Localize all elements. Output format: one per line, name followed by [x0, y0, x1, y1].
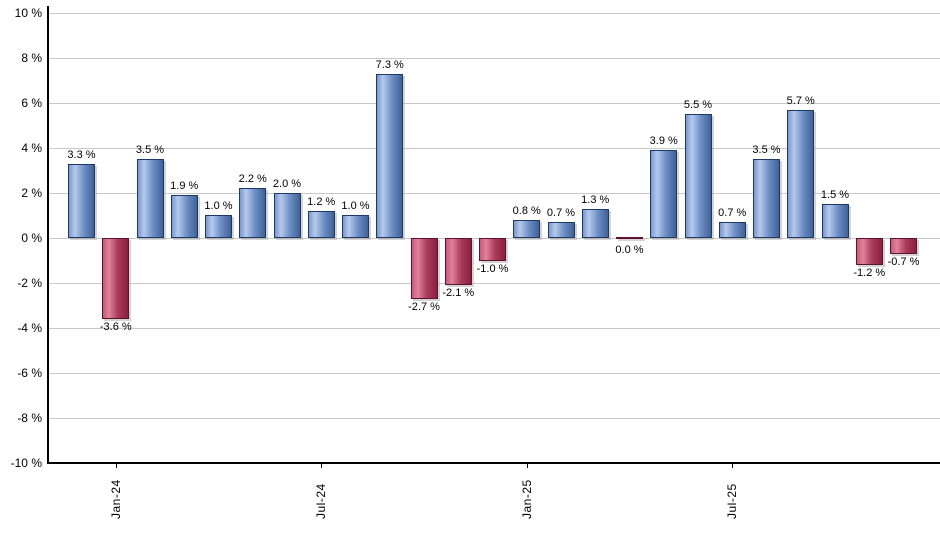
bar-value-label: -2.1 % — [442, 287, 475, 299]
bar — [581, 209, 609, 238]
gridline — [48, 328, 940, 329]
bar-value-label: 3.5 % — [135, 144, 165, 156]
bar-value-label: 5.5 % — [683, 99, 713, 111]
bar-value-label: 1.5 % — [820, 189, 850, 201]
bar-value-label: 5.7 % — [786, 95, 815, 107]
y-axis-label: 10 % — [14, 6, 42, 20]
bar — [307, 211, 335, 238]
bar — [342, 215, 369, 238]
bar-value-label: -0.7 % — [887, 256, 920, 268]
plot-area: 3.3 % -3.6 % 3.5 % 1.9 % 1.0 % 2.2 % 2.0 % 1.2 … — [48, 13, 940, 468]
bar-value-label: 1.9 % — [170, 180, 199, 192]
y-axis-label: -4 % — [17, 321, 42, 335]
bar-value-label: 7.3 % — [375, 59, 404, 71]
bar — [855, 238, 883, 265]
bar — [718, 222, 746, 238]
bar — [410, 238, 438, 299]
bar — [650, 150, 678, 238]
bar — [753, 159, 780, 238]
y-axis-label: -10 % — [10, 456, 42, 470]
y-axis-label: 0 % — [21, 231, 42, 245]
bar-value-label: 2.0 % — [272, 178, 302, 190]
bar — [68, 164, 95, 238]
bar — [547, 222, 575, 238]
bar-value-label: -3.6 % — [99, 321, 132, 333]
bar-value-label: 1.3 % — [581, 194, 610, 206]
bar-value-label: 0.7 % — [546, 207, 576, 219]
bar — [376, 74, 404, 238]
bar-value-label: 0.0 % — [615, 244, 644, 256]
bar — [136, 159, 164, 238]
y-axis-label: 8 % — [21, 51, 42, 65]
bar — [273, 193, 301, 238]
gridline — [48, 58, 940, 59]
x-axis-tick — [732, 463, 734, 468]
bar — [890, 238, 917, 254]
bar — [513, 220, 541, 238]
bar — [479, 238, 506, 261]
bar-value-label: 0.7 % — [718, 207, 747, 219]
x-axis-label: Jul-24 — [314, 483, 329, 519]
bar — [787, 110, 815, 238]
bar-value-label: 0.8 % — [512, 205, 541, 217]
gridline — [48, 418, 940, 419]
gridline — [48, 373, 940, 374]
gridline — [48, 193, 940, 194]
bar-value-label: 1.0 % — [341, 200, 370, 212]
bar — [205, 215, 232, 238]
x-axis-line — [48, 462, 940, 464]
bar-value-label: 3.9 % — [649, 135, 678, 147]
gridline — [48, 283, 940, 284]
bar — [239, 188, 267, 238]
bar-value-label: -1.0 % — [476, 263, 509, 275]
bar-value-label: 3.5 % — [752, 144, 781, 156]
gridline — [48, 103, 940, 104]
x-axis-tick — [321, 463, 323, 468]
y-axis-label: -6 % — [17, 366, 42, 380]
y-axis-label: 2 % — [21, 186, 42, 200]
x-axis-tick — [115, 463, 117, 468]
bar-value-label: 3.3 % — [67, 149, 96, 161]
y-axis-label: 4 % — [21, 141, 42, 155]
x-axis-label: Jul-25 — [725, 483, 740, 519]
x-axis-tick — [526, 463, 528, 468]
bar — [102, 238, 130, 319]
bar-value-label: -1.2 % — [853, 267, 886, 279]
gridline — [48, 148, 940, 149]
x-axis-label: Jan-24 — [108, 479, 123, 519]
y-axis-label: -8 % — [17, 411, 42, 425]
y-axis-line — [47, 6, 49, 464]
bar-value-label: 2.2 % — [238, 173, 267, 185]
bar — [616, 237, 643, 239]
bar — [170, 195, 198, 238]
bar — [821, 204, 849, 238]
y-axis-label: 6 % — [21, 96, 42, 110]
x-axis-label: Jan-25 — [519, 479, 534, 519]
bar-value-label: -2.7 % — [408, 301, 440, 313]
bar-value-label: 1.2 % — [307, 196, 336, 208]
y-axis-label: -2 % — [17, 276, 42, 290]
gridline — [48, 13, 940, 14]
bar — [444, 238, 472, 285]
bar — [684, 114, 712, 238]
bar-value-label: 1.0 % — [204, 200, 233, 212]
